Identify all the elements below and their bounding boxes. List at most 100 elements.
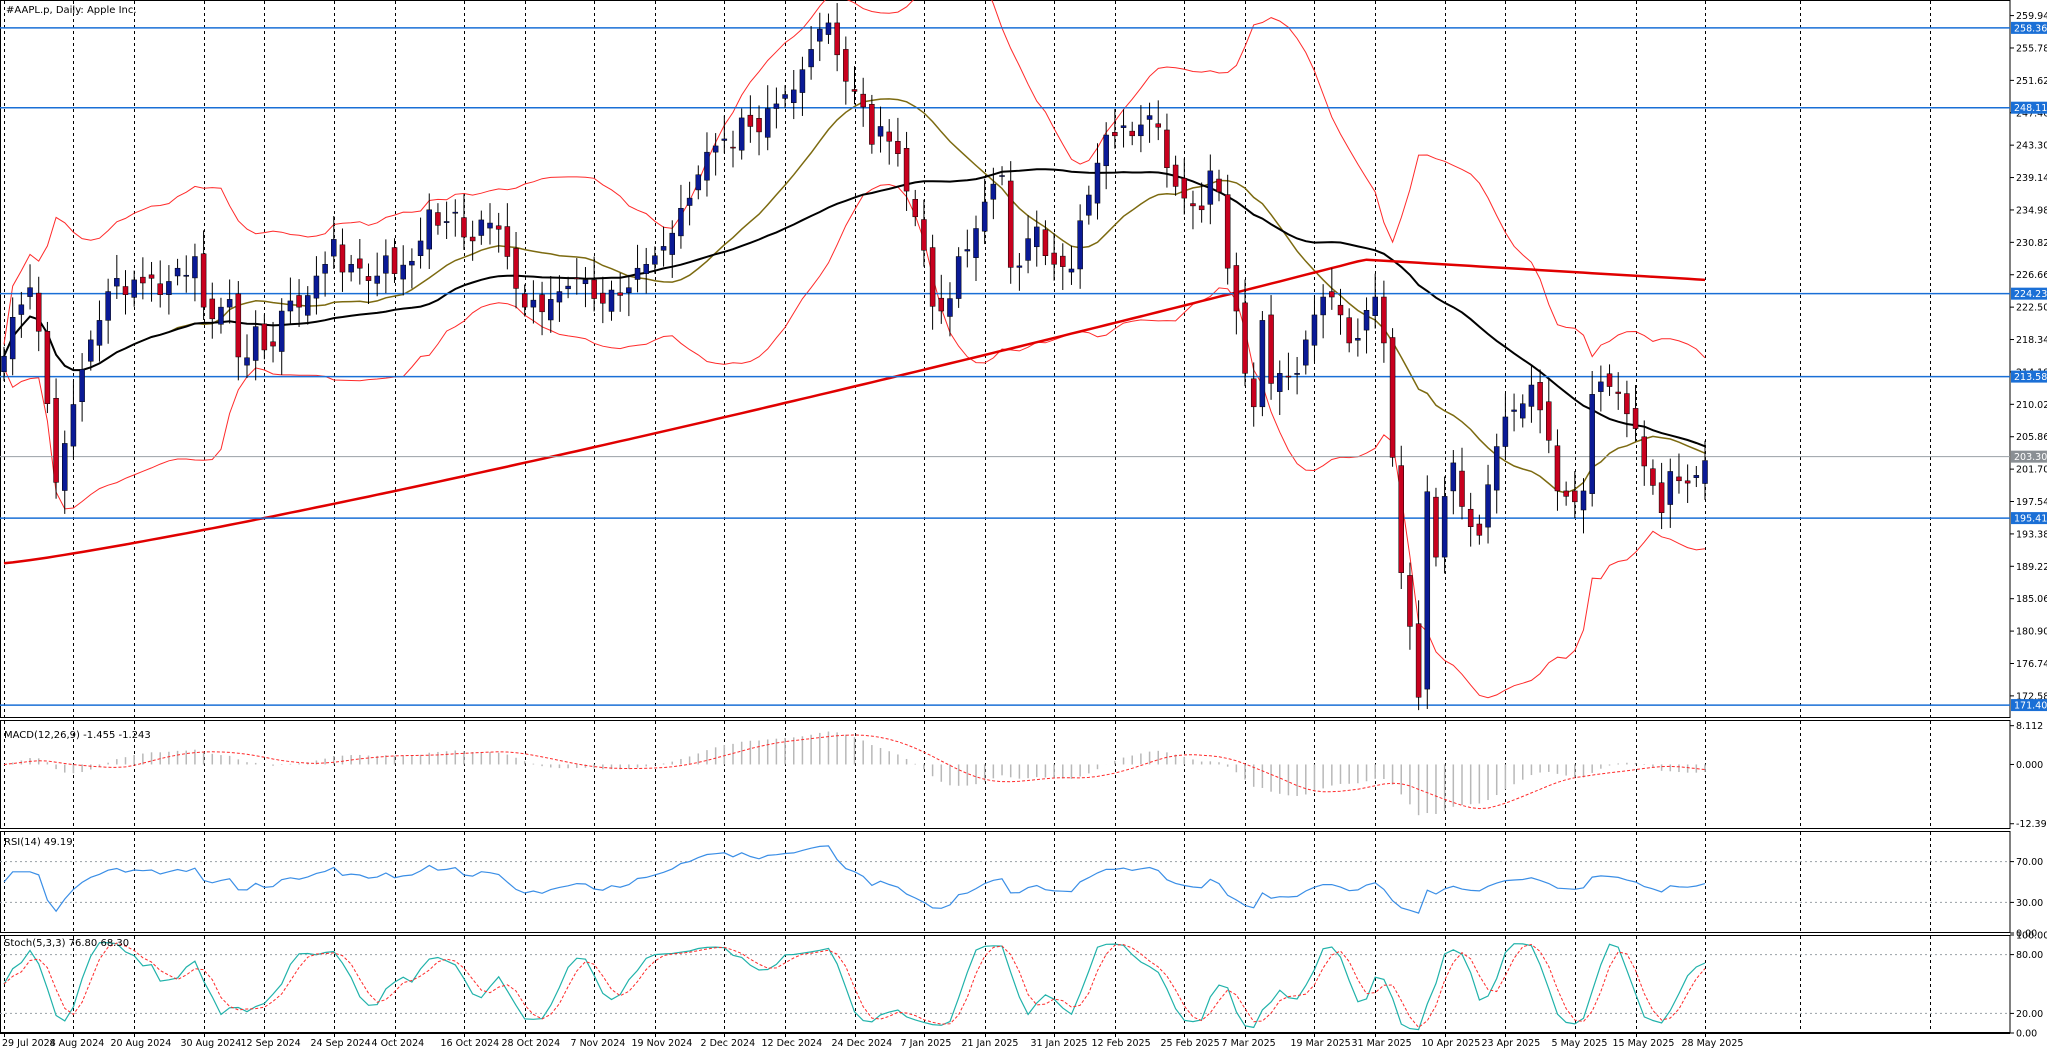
candle-body[interactable] bbox=[981, 201, 988, 232]
candle-body[interactable] bbox=[1277, 373, 1283, 392]
candle-body[interactable] bbox=[548, 299, 554, 321]
candle-body[interactable] bbox=[174, 267, 181, 277]
candle-body[interactable] bbox=[244, 357, 250, 366]
candle-body[interactable] bbox=[409, 260, 415, 266]
candle-body[interactable] bbox=[270, 341, 276, 347]
candle-body[interactable] bbox=[1589, 394, 1595, 494]
candle-body[interactable] bbox=[469, 236, 476, 242]
candle-body[interactable] bbox=[1485, 484, 1491, 528]
candle-body[interactable] bbox=[1624, 393, 1630, 415]
candle-body[interactable] bbox=[252, 326, 259, 361]
candle-body[interactable] bbox=[1676, 476, 1682, 482]
candle-body[interactable] bbox=[1303, 339, 1309, 366]
candle-body[interactable] bbox=[782, 94, 788, 99]
candle-body[interactable] bbox=[1520, 403, 1526, 419]
candle-body[interactable] bbox=[1259, 320, 1266, 408]
candle-body[interactable] bbox=[383, 255, 389, 274]
candle-body[interactable] bbox=[70, 404, 77, 447]
candle-body[interactable] bbox=[600, 292, 606, 304]
candle-body[interactable] bbox=[1034, 226, 1040, 248]
candle-body[interactable] bbox=[669, 232, 675, 255]
candle-body[interactable] bbox=[1155, 123, 1161, 128]
candle-body[interactable] bbox=[521, 293, 528, 308]
candle-body[interactable] bbox=[1476, 523, 1483, 536]
candle-body[interactable] bbox=[1207, 170, 1214, 205]
candle-body[interactable] bbox=[105, 291, 111, 321]
candle-body[interactable] bbox=[929, 247, 936, 307]
candle-body[interactable] bbox=[660, 246, 667, 251]
candle-body[interactable] bbox=[374, 275, 380, 284]
candle-body[interactable] bbox=[435, 212, 441, 226]
candle-body[interactable] bbox=[1650, 468, 1656, 486]
candle-body[interactable] bbox=[192, 256, 198, 279]
candle-body[interactable] bbox=[1250, 378, 1257, 408]
candle-body[interactable] bbox=[35, 292, 42, 332]
candle-body[interactable] bbox=[1502, 416, 1509, 447]
candle-body[interactable] bbox=[88, 339, 94, 362]
candle-body[interactable] bbox=[1285, 375, 1292, 378]
candle-body[interactable] bbox=[331, 239, 337, 257]
candle-body[interactable] bbox=[18, 304, 25, 315]
candle-body[interactable] bbox=[44, 331, 51, 404]
candle-body[interactable] bbox=[903, 148, 910, 192]
candle-body[interactable] bbox=[556, 291, 563, 303]
rsi-pane[interactable] bbox=[0, 845, 2010, 914]
candle-body[interactable] bbox=[365, 276, 372, 281]
candle-body[interactable] bbox=[1337, 304, 1344, 316]
candle-body[interactable] bbox=[1068, 268, 1075, 273]
candle-body[interactable] bbox=[1511, 409, 1517, 412]
candle-body[interactable] bbox=[96, 320, 103, 346]
candle-body[interactable] bbox=[296, 295, 302, 308]
candle-body[interactable] bbox=[843, 49, 849, 82]
candle-body[interactable] bbox=[955, 256, 962, 299]
candle-body[interactable] bbox=[738, 117, 745, 151]
candle-body[interactable] bbox=[322, 264, 328, 274]
candle-body[interactable] bbox=[695, 174, 702, 191]
candle-body[interactable] bbox=[305, 295, 311, 316]
candle-body[interactable] bbox=[1580, 490, 1587, 511]
candle-body[interactable] bbox=[747, 114, 754, 127]
candle-body[interactable] bbox=[1311, 314, 1318, 346]
candle-body[interactable] bbox=[452, 211, 459, 214]
candle-body[interactable] bbox=[513, 248, 519, 289]
candle-body[interactable] bbox=[817, 28, 823, 42]
candle-body[interactable] bbox=[218, 306, 224, 325]
candle-body[interactable] bbox=[1198, 205, 1205, 211]
candle-body[interactable] bbox=[773, 103, 780, 109]
candle-body[interactable] bbox=[1450, 462, 1457, 492]
candle-body[interactable] bbox=[938, 297, 945, 312]
candle-body[interactable] bbox=[652, 255, 658, 265]
candle-body[interactable] bbox=[140, 276, 146, 284]
candle-body[interactable] bbox=[999, 175, 1005, 177]
candle-body[interactable] bbox=[1233, 265, 1240, 312]
candle-body[interactable] bbox=[825, 22, 832, 35]
candle-body[interactable] bbox=[1459, 470, 1465, 507]
candle-body[interactable] bbox=[200, 253, 207, 308]
candle-body[interactable] bbox=[1493, 446, 1500, 491]
candle-body[interactable] bbox=[122, 286, 129, 295]
candle-body[interactable] bbox=[357, 258, 363, 269]
candle-body[interactable] bbox=[860, 93, 866, 108]
candle-body[interactable] bbox=[1268, 314, 1274, 384]
candle-body[interactable] bbox=[157, 283, 163, 295]
candle-body[interactable] bbox=[1086, 194, 1092, 216]
candle-body[interactable] bbox=[1398, 465, 1404, 573]
candle-body[interactable] bbox=[1407, 575, 1413, 627]
candle-body[interactable] bbox=[278, 310, 285, 352]
candle-body[interactable] bbox=[131, 279, 137, 298]
candle-body[interactable] bbox=[834, 22, 840, 56]
candle-body[interactable] bbox=[1363, 310, 1370, 331]
candle-body[interactable] bbox=[79, 369, 85, 403]
price-pane[interactable] bbox=[0, 0, 2010, 711]
candle-body[interactable] bbox=[1346, 317, 1352, 344]
candle-body[interactable] bbox=[209, 298, 216, 320]
candle-body[interactable] bbox=[895, 141, 901, 154]
candle-body[interactable] bbox=[704, 151, 710, 181]
candle-body[interactable] bbox=[1094, 162, 1101, 204]
macd-pane[interactable] bbox=[3, 731, 1706, 816]
candle-body[interactable] bbox=[921, 219, 927, 251]
candle-body[interactable] bbox=[478, 219, 485, 236]
candle-body[interactable] bbox=[1684, 480, 1691, 484]
candle-body[interactable] bbox=[721, 138, 728, 141]
